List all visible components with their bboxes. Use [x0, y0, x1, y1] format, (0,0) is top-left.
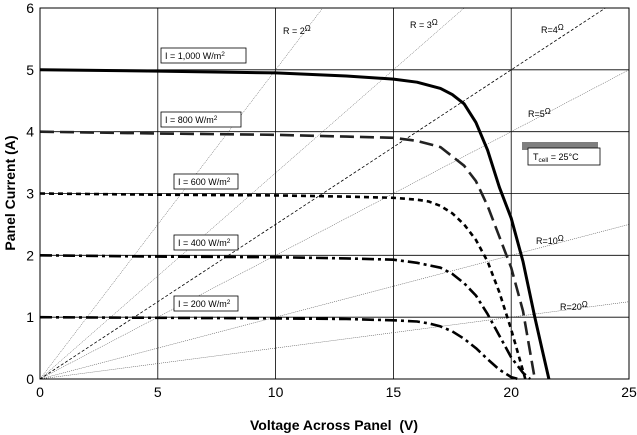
label-prefix: I = [165, 115, 178, 125]
temperature-label: Tcell = 25°C [533, 152, 579, 164]
y-tick-label: 4 [26, 124, 34, 140]
temperature-annotation: Tcell = 25°C [522, 142, 601, 166]
load-line-r2 [39, 7, 323, 380]
label-prefix: I = [165, 51, 178, 61]
irradiance-unit: W/m [206, 299, 227, 309]
irradiance-unit: W/m [193, 115, 214, 125]
unit-exponent: 2 [214, 115, 218, 122]
curve-label-box [160, 111, 242, 128]
load-line-name: R=20 [560, 302, 582, 312]
x-axis-label: Voltage Across Panel (V) [250, 417, 418, 433]
y-axis-label: Panel Current (A) [2, 135, 18, 250]
load-line-label-r4: R=4Ω [541, 23, 564, 35]
iv-curve-200 [39, 315, 519, 381]
curve-label-text: I = 400 W/m2 [178, 238, 231, 248]
temperature-box [527, 147, 601, 166]
y-tick-label: 1 [26, 309, 34, 325]
load-line-label-r2: R = 2Ω [283, 24, 311, 36]
unit-exponent: 2 [221, 51, 225, 58]
iv-curve-400 [39, 254, 531, 380]
plot-border [39, 7, 630, 380]
load-line-name: R=10 [536, 236, 558, 246]
curve-label-text: I = 600 W/m2 [178, 177, 231, 187]
ohm-symbol: Ω [582, 300, 588, 309]
load-line-label-r3: R = 3Ω [410, 18, 438, 30]
load-line-label-r5: R=5Ω [528, 107, 551, 119]
curve-label-800: I = 800 W/m2 [160, 111, 242, 128]
irradiance-unit: W/m [200, 51, 221, 61]
ohm-symbol: Ω [545, 107, 551, 116]
irradiance-value: 200 [191, 299, 206, 309]
curve-label-200: I = 200 W/m2 [173, 295, 239, 312]
curve-labels: I = 1,000 W/m2I = 800 W/m2I = 600 W/m2I … [160, 47, 247, 312]
ohm-symbol: Ω [558, 23, 564, 32]
label-prefix: I = [178, 299, 191, 309]
load-line-label-r10: R=10Ω [536, 234, 564, 246]
curve-label-box [160, 47, 247, 64]
iv-curves [39, 68, 551, 381]
irradiance-value: 600 [191, 177, 206, 187]
label-prefix: I = [178, 177, 191, 187]
ohm-symbol: Ω [558, 234, 564, 243]
y-tick-label: 0 [26, 371, 34, 387]
load-line-r5 [39, 69, 630, 380]
curve-label-1000: I = 1,000 W/m2 [160, 47, 247, 64]
unit-exponent: 2 [227, 238, 231, 245]
x-tick-label: 20 [503, 384, 519, 400]
irradiance-value: 1,000 [178, 51, 201, 61]
x-tick-label: 5 [154, 384, 162, 400]
iv-curve-1000 [39, 68, 551, 380]
y-tick-label: 6 [26, 0, 34, 16]
unit-exponent: 2 [227, 299, 231, 306]
temperature-swatch [522, 142, 598, 150]
iv-curve-600 [39, 192, 527, 380]
irradiance-value: 800 [178, 115, 193, 125]
irradiance-unit: W/m [206, 177, 227, 187]
y-tick-label: 3 [26, 186, 34, 202]
irradiance-value: 400 [191, 238, 206, 248]
unit-exponent: 2 [227, 177, 231, 184]
ohm-symbol: Ω [432, 18, 438, 27]
curve-label-400: I = 400 W/m2 [173, 234, 239, 251]
load-line-name: R=4 [541, 25, 558, 35]
x-tick-label: 10 [268, 384, 284, 400]
y-tick-label: 2 [26, 247, 34, 263]
curve-label-text: I = 1,000 W/m2 [165, 51, 225, 61]
y-tick-label: 5 [26, 62, 34, 78]
load-line-name: R = 3 [410, 20, 432, 30]
curve-label-600: I = 600 W/m2 [173, 173, 239, 190]
curve-label-text: I = 200 W/m2 [178, 299, 231, 309]
load-line-r10 [39, 224, 630, 380]
ohm-symbol: Ω [305, 24, 311, 33]
curve-label-text: I = 800 W/m2 [165, 115, 218, 125]
x-tick-label: 25 [621, 384, 637, 400]
load-line-name: R=5 [528, 109, 545, 119]
curve-label-box [173, 295, 239, 312]
x-tick-label: 15 [386, 384, 402, 400]
curve-label-box [173, 234, 239, 251]
load-line-name: R = 2 [283, 26, 305, 36]
irradiance-unit: W/m [206, 238, 227, 248]
curve-label-box [173, 173, 239, 190]
tick-labels: 0 5 10 15 20 25 0 1 2 3 4 5 6 [26, 0, 637, 400]
load-line-label-r20: R=20Ω [560, 300, 588, 312]
label-prefix: I = [178, 238, 191, 248]
iv-curve-800 [39, 130, 537, 380]
x-tick-label: 0 [36, 384, 44, 400]
